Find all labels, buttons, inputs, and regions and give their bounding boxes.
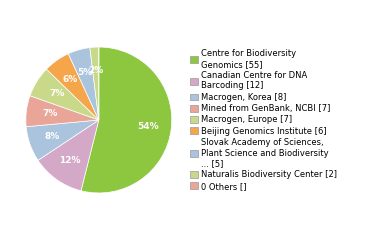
Wedge shape: [26, 120, 99, 160]
Text: 7%: 7%: [49, 89, 64, 98]
Text: 12%: 12%: [59, 156, 81, 165]
Wedge shape: [30, 69, 99, 120]
Text: 7%: 7%: [42, 109, 57, 118]
Text: 5%: 5%: [78, 68, 93, 77]
Text: 8%: 8%: [44, 132, 60, 141]
Wedge shape: [46, 54, 99, 120]
Wedge shape: [38, 120, 99, 191]
Text: 2%: 2%: [88, 66, 103, 75]
Wedge shape: [81, 47, 172, 193]
Text: 54%: 54%: [137, 122, 159, 131]
Text: 6%: 6%: [63, 75, 78, 84]
Wedge shape: [68, 48, 99, 120]
Legend: Centre for Biodiversity
Genomics [55], Canadian Centre for DNA
Barcoding [12], M: Centre for Biodiversity Genomics [55], C…: [190, 49, 337, 191]
Wedge shape: [90, 47, 99, 120]
Wedge shape: [26, 96, 99, 127]
